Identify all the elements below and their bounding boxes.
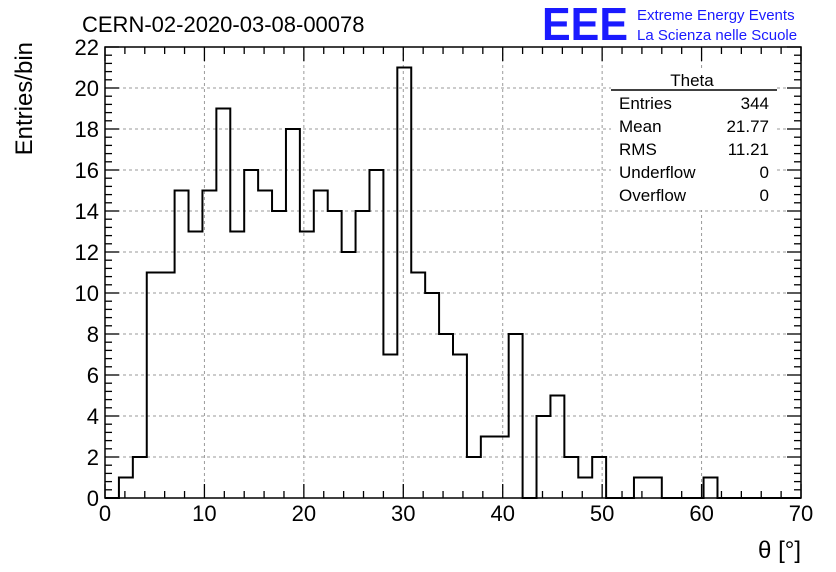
stats-label: Entries: [619, 94, 672, 113]
y-tick-label: 8: [87, 322, 99, 347]
y-tick-label: 16: [75, 158, 99, 183]
stats-value: 0: [760, 186, 769, 205]
stats-value: 11.21: [728, 140, 769, 159]
stats-rows: Entries 344 Mean 21.77 RMS 11.21 Underflow 0 Ove…: [619, 94, 769, 205]
x-tick-label: 60: [689, 501, 713, 526]
x-tick-label: 30: [391, 501, 415, 526]
x-tick-label: 50: [590, 501, 614, 526]
y-tick-label: 4: [87, 404, 99, 429]
x-tick-labels: 0 10 20 30 40 50 60 70: [99, 501, 813, 526]
stats-box-background: [611, 70, 777, 210]
x-tick-label: 0: [99, 501, 111, 526]
y-tick-label: 10: [75, 281, 99, 306]
stats-label: Overflow: [619, 186, 687, 205]
x-tick-label: 40: [490, 501, 514, 526]
x-tick-label: 20: [292, 501, 316, 526]
chart-title: CERN-02-2020-03-08-00078: [82, 12, 365, 37]
stats-value: 0: [760, 163, 769, 182]
histogram-outline: [105, 66, 801, 499]
x-axis-label: θ [°]: [758, 537, 801, 564]
y-tick-label: 0: [87, 486, 99, 511]
y-tick-label: 22: [75, 35, 99, 60]
stats-value: 21.77: [726, 117, 769, 136]
stats-value: 344: [741, 94, 769, 113]
plot-frame: [104, 46, 802, 499]
stats-title: Theta: [670, 71, 714, 90]
stats-label: Underflow: [619, 163, 696, 182]
y-tick-label: 12: [75, 240, 99, 265]
logo-line1: Extreme Energy Events: [637, 7, 795, 24]
y-axis-label: Entries/bin: [11, 42, 38, 155]
y-tick-label: 2: [87, 445, 99, 470]
y-tick-label: 20: [75, 76, 99, 101]
y-tick-labels: 0 2 4 6 8 10 12 14 16 18 20 22: [75, 35, 99, 511]
x-tick-label: 10: [192, 501, 216, 526]
logo-line2: La Scienza nelle Scuole: [637, 27, 797, 44]
stats-box: Theta Entries 344 Mean 21.77 RMS 11.21 Underfl…: [611, 70, 777, 210]
y-tick-label: 18: [75, 117, 99, 142]
logo-mark: EEE: [542, 0, 628, 50]
axis-ticks: [104, 46, 802, 499]
x-tick-label: 70: [789, 501, 813, 526]
y-tick-label: 14: [75, 199, 99, 224]
stats-label: RMS: [619, 140, 657, 159]
y-tick-label: 6: [87, 363, 99, 388]
stats-label: Mean: [619, 117, 662, 136]
eee-logo: EEE Extreme Energy Events La Scienza nel…: [542, 0, 797, 50]
